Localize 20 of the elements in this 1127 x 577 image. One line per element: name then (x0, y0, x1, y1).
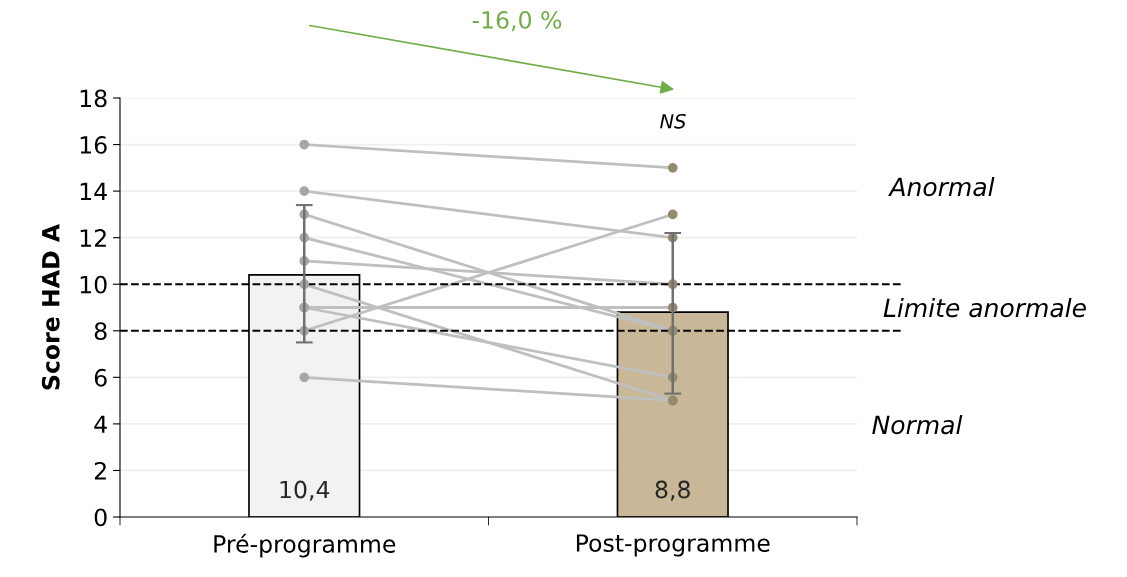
x-tick-label: Pré-programme (214, 533, 396, 558)
y-tick-label: 10 (80, 275, 107, 294)
text: -16,0 % (472, 10, 562, 32)
y-tick-label: 18 (80, 89, 107, 108)
x-tick-label: Post-programme (576, 534, 770, 557)
y-tick-label: 8 (94, 322, 107, 341)
data-label: 8,8 (655, 480, 690, 501)
y-tick-label: 2 (94, 461, 106, 480)
text: Anormal (888, 176, 995, 197)
y-tick-label: 14 (80, 182, 107, 201)
y-tick-label: 6 (94, 368, 107, 387)
y-axis-title: Score HAD A (41, 224, 60, 390)
text: Limite anormale (883, 297, 1086, 318)
y-tick-label: 0 (94, 508, 107, 527)
y-tick-label: 4 (94, 415, 107, 433)
annotation: NS (660, 113, 686, 129)
y-tick-label: 12 (80, 229, 106, 247)
y-tick-label: 16 (80, 136, 107, 154)
data-label: 10,4 (280, 480, 330, 501)
text: Normal (872, 414, 963, 435)
